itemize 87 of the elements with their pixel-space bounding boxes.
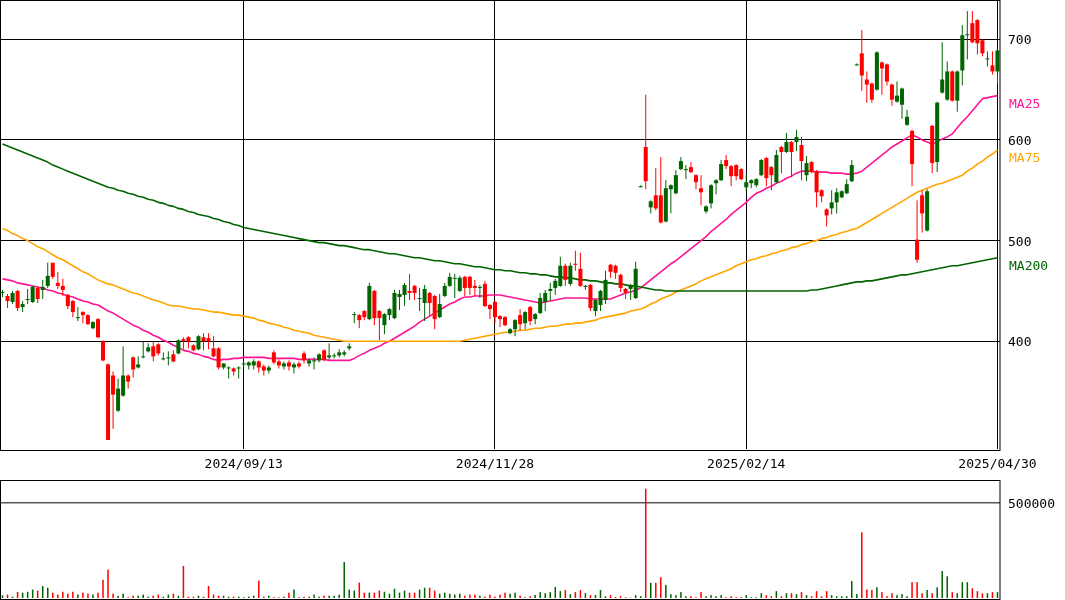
candlestick bbox=[683, 164, 688, 180]
candlestick bbox=[985, 50, 990, 67]
candlestick bbox=[729, 164, 734, 187]
candlestick bbox=[693, 173, 698, 190]
x-tick-label: 2025/04/30 bbox=[958, 456, 1037, 471]
candlestick bbox=[472, 279, 477, 297]
candlestick bbox=[794, 129, 799, 152]
text: 500000 bbox=[1008, 495, 1055, 511]
candlestick bbox=[166, 350, 171, 366]
candlestick bbox=[432, 294, 437, 330]
y-tick-label: 400 bbox=[1008, 334, 1032, 350]
candlestick bbox=[578, 252, 583, 288]
candlestick bbox=[990, 50, 995, 75]
candlestick bbox=[116, 378, 121, 413]
candlestick bbox=[859, 29, 864, 92]
candlestick bbox=[588, 283, 593, 312]
candlestick bbox=[779, 145, 784, 174]
candlestick bbox=[724, 154, 729, 170]
candlestick bbox=[829, 189, 834, 215]
candlestick bbox=[518, 308, 523, 331]
candlestick bbox=[281, 360, 286, 370]
candlestick bbox=[884, 62, 889, 87]
candlestick bbox=[126, 374, 131, 390]
candlestick bbox=[422, 284, 427, 322]
candlestick bbox=[709, 183, 714, 209]
candlestick bbox=[889, 83, 894, 107]
series-label: MA200 bbox=[1009, 257, 1049, 273]
candlestick bbox=[95, 317, 100, 339]
candlestick bbox=[236, 365, 241, 380]
candlestick bbox=[352, 311, 357, 324]
candlestick bbox=[789, 140, 794, 178]
candlestick bbox=[327, 342, 332, 360]
candlestick bbox=[101, 339, 106, 362]
y-tick-label: 500 bbox=[1008, 233, 1032, 249]
candlestick bbox=[869, 82, 874, 104]
line-series bbox=[1, 94, 999, 362]
candlestick bbox=[141, 340, 146, 359]
candlestick bbox=[437, 293, 442, 319]
candlestick bbox=[573, 250, 578, 272]
candlestick bbox=[804, 155, 809, 182]
candlestick bbox=[40, 279, 45, 300]
candlestick bbox=[75, 306, 80, 322]
candlestick bbox=[296, 360, 302, 369]
candlestick bbox=[563, 263, 568, 287]
candlestick bbox=[45, 262, 50, 289]
series-label: MA25 bbox=[1009, 95, 1041, 111]
candlestick bbox=[618, 273, 623, 293]
candlestick bbox=[15, 289, 20, 312]
candlestick bbox=[80, 310, 85, 324]
candlestick bbox=[216, 346, 221, 370]
candlestick bbox=[920, 189, 925, 234]
candlestick bbox=[915, 199, 920, 264]
candlestick bbox=[970, 10, 975, 44]
candlestick bbox=[226, 365, 231, 380]
candlestick bbox=[477, 284, 482, 299]
candlestick bbox=[849, 159, 854, 183]
candlestick bbox=[286, 359, 291, 371]
candlestick bbox=[548, 282, 553, 302]
candlestick bbox=[528, 305, 533, 326]
candlestick bbox=[824, 207, 829, 228]
candlestick bbox=[307, 357, 312, 367]
candlestick bbox=[699, 174, 704, 206]
x-tick-label: 2024/11/28 bbox=[455, 456, 535, 471]
candlestick bbox=[799, 136, 804, 181]
candlestick bbox=[538, 292, 543, 315]
x-tick-label: 2025/02/14 bbox=[707, 456, 786, 471]
candlestick bbox=[151, 340, 156, 362]
candlestick bbox=[131, 355, 136, 379]
candlestick bbox=[905, 109, 910, 127]
candlestick bbox=[688, 161, 693, 174]
candlestick bbox=[523, 310, 528, 330]
candlestick bbox=[382, 312, 387, 335]
candlestick bbox=[764, 156, 769, 187]
x-tick-label: 2024/09/13 bbox=[204, 456, 283, 471]
candlestick bbox=[291, 361, 296, 374]
candlestick bbox=[719, 159, 724, 182]
candlestick bbox=[673, 169, 678, 195]
y-tick-label: 600 bbox=[1008, 132, 1032, 148]
candlestick bbox=[784, 132, 789, 154]
line-series bbox=[1, 149, 999, 343]
series-label: MA75 bbox=[1009, 150, 1041, 165]
candlestick bbox=[714, 178, 719, 195]
y-tick-label: 700 bbox=[1008, 32, 1032, 48]
candlestick bbox=[513, 318, 518, 337]
candlestick bbox=[965, 10, 970, 60]
candlestick bbox=[568, 262, 573, 287]
candlestick bbox=[995, 48, 1000, 86]
